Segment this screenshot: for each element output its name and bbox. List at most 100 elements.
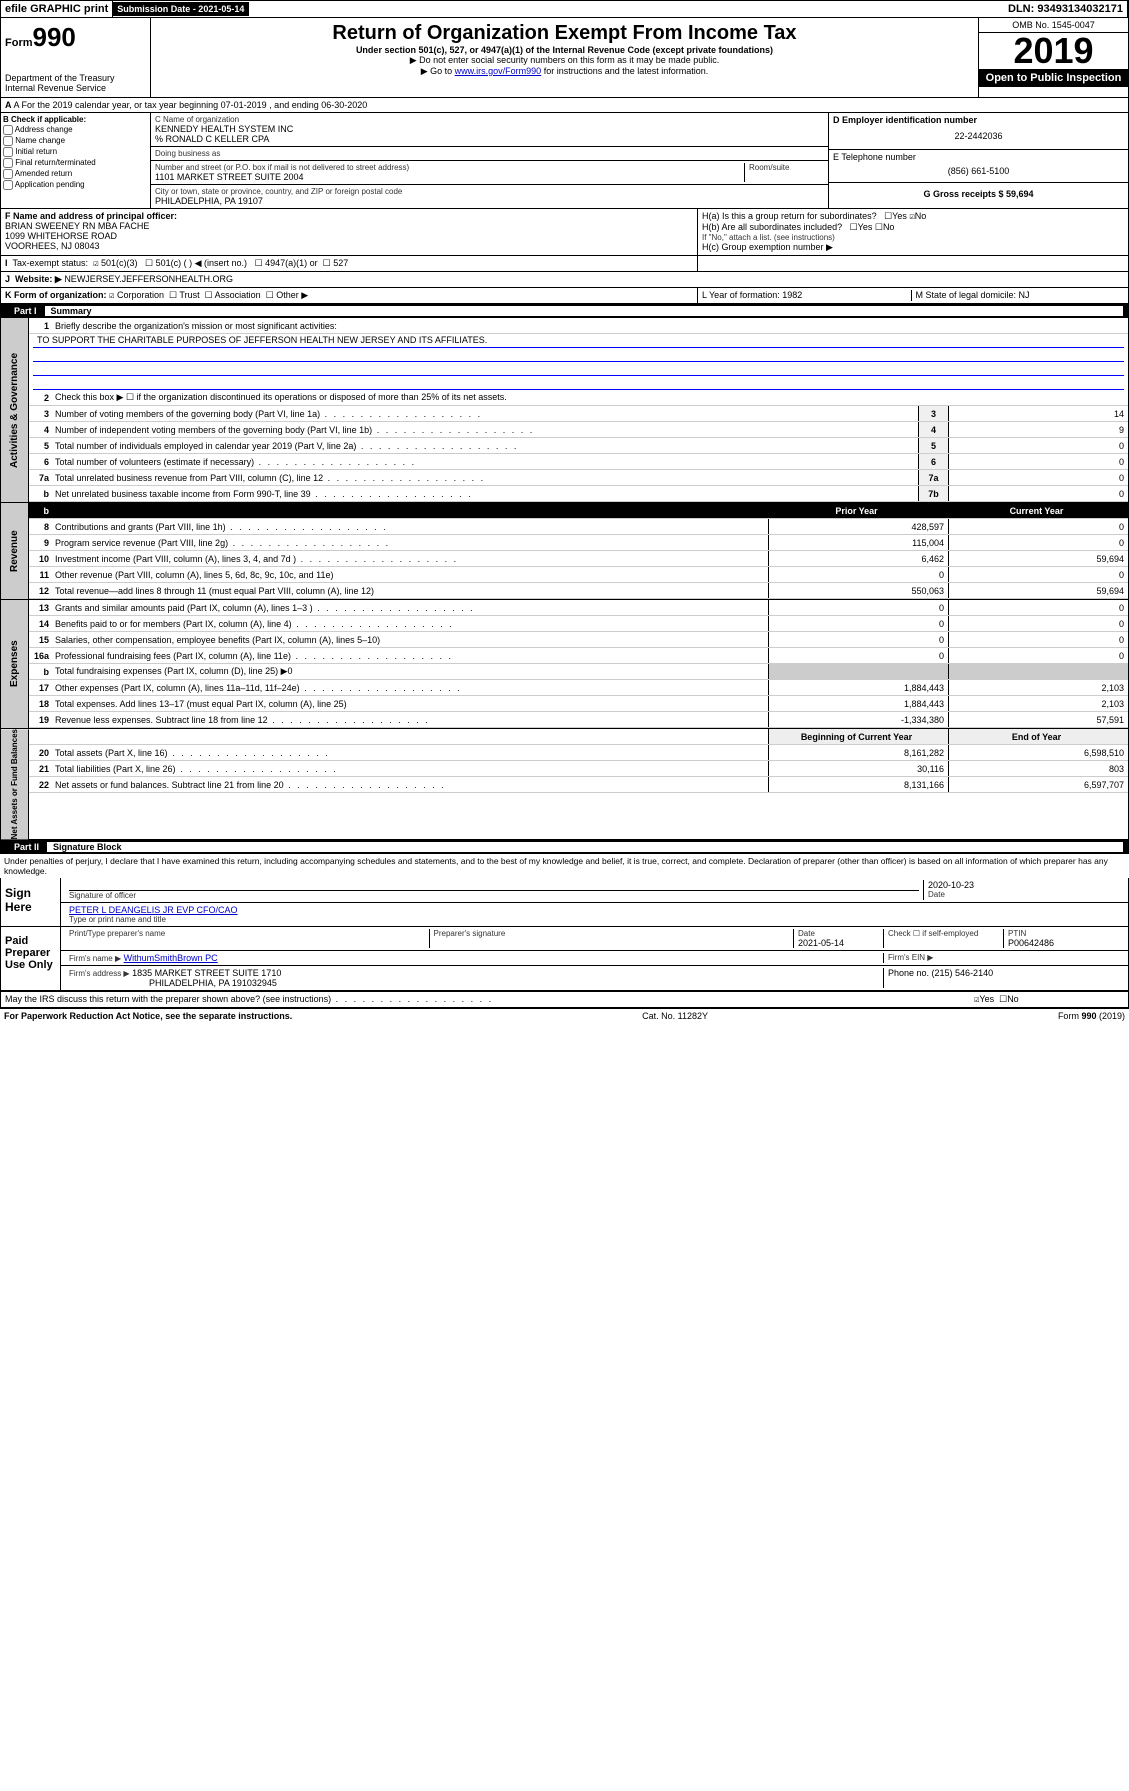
tax-year: 2019 bbox=[979, 33, 1128, 69]
hb-yes[interactable]: Yes bbox=[858, 222, 873, 232]
d-label: D Employer identification number bbox=[833, 115, 977, 125]
l17: Other expenses (Part IX, column (A), lin… bbox=[53, 682, 768, 694]
ein: 22-2442036 bbox=[833, 125, 1124, 147]
c10: 59,694 bbox=[948, 551, 1128, 566]
sig-officer-lbl: Signature of officer bbox=[69, 890, 919, 900]
firm-name[interactable]: WithumSmithBrown PC bbox=[124, 953, 218, 963]
row-j: J Website: ▶ NEWJERSEY.JEFFERSONHEALTH.O… bbox=[0, 272, 1129, 288]
k-other[interactable]: Other ▶ bbox=[276, 290, 308, 300]
hb-no[interactable]: No bbox=[883, 222, 895, 232]
discuss-yes[interactable]: Yes bbox=[979, 994, 994, 1004]
m-state: M State of legal domicile: NJ bbox=[912, 290, 1125, 301]
form-header: Form990 Department of the Treasury Inter… bbox=[0, 18, 1129, 98]
section-revenue: Revenue bPrior YearCurrent Year 8Contrib… bbox=[0, 503, 1129, 600]
cb-final[interactable]: Final return/terminated bbox=[3, 158, 148, 168]
k-trust[interactable]: Trust bbox=[179, 290, 199, 300]
dln: DLN: 93493134032171 bbox=[249, 1, 1128, 17]
l22: Net assets or fund balances. Subtract li… bbox=[53, 779, 768, 791]
part2-num: Part II bbox=[6, 842, 47, 852]
k-assoc[interactable]: Association bbox=[215, 290, 261, 300]
hdr-right: OMB No. 1545-0047 2019 Open to Public In… bbox=[978, 18, 1128, 97]
section-governance: Activities & Governance 1Briefly describ… bbox=[0, 318, 1129, 503]
k-corp[interactable]: Corporation bbox=[117, 290, 164, 300]
submission-date[interactable]: Submission Date - 2021-05-14 bbox=[113, 2, 249, 16]
footer: For Paperwork Reduction Act Notice, see … bbox=[0, 1008, 1129, 1023]
website: NEWJERSEY.JEFFERSONHEALTH.ORG bbox=[64, 274, 233, 284]
paid-preparer: Paid Preparer Use Only bbox=[1, 927, 61, 990]
prep-name-lbl: Print/Type preparer's name bbox=[69, 929, 425, 938]
l4-text: Number of independent voting members of … bbox=[53, 424, 918, 436]
firm-city: PHILADELPHIA, PA 191032945 bbox=[149, 978, 277, 988]
footer-mid: Cat. No. 11282Y bbox=[642, 1011, 708, 1021]
col-b: B Check if applicable: Address change Na… bbox=[1, 113, 151, 208]
cb-pending[interactable]: Application pending bbox=[3, 180, 148, 190]
checkbox-checked-icon: ☑ bbox=[93, 259, 98, 269]
checkbox-checked-icon: ☑ bbox=[109, 291, 114, 301]
p10: 6,462 bbox=[768, 551, 948, 566]
mission-text: TO SUPPORT THE CHARITABLE PURPOSES OF JE… bbox=[33, 334, 1124, 348]
officer-addr2: VOORHEES, NJ 08043 bbox=[5, 241, 693, 251]
efile-label[interactable]: efile GRAPHIC print bbox=[1, 1, 113, 17]
cb-initial[interactable]: Initial return bbox=[3, 147, 148, 157]
col-boy: Beginning of Current Year bbox=[768, 729, 948, 744]
note-link: ▶ Go to www.irs.gov/Form990 for instruct… bbox=[155, 66, 974, 77]
col-h: H(a) Is this a group return for subordin… bbox=[698, 209, 1128, 255]
l9: Program service revenue (Part VIII, line… bbox=[53, 537, 768, 549]
l13: Grants and similar amounts paid (Part IX… bbox=[53, 602, 768, 614]
v6: 0 bbox=[948, 454, 1128, 469]
c11: 0 bbox=[948, 567, 1128, 582]
section-bc: B Check if applicable: Address change Na… bbox=[0, 113, 1129, 209]
hdr-mid: Return of Organization Exempt From Incom… bbox=[151, 18, 978, 97]
p8: 428,597 bbox=[768, 519, 948, 534]
l19: Revenue less expenses. Subtract line 18 … bbox=[53, 714, 768, 726]
v4: 9 bbox=[948, 422, 1128, 437]
col-current: Current Year bbox=[948, 503, 1128, 518]
sig-date1: 2020-10-23 bbox=[928, 880, 1120, 890]
open-public: Open to Public Inspection bbox=[979, 69, 1128, 87]
self-emp[interactable]: Check ☐ if self-employed bbox=[884, 929, 1004, 948]
c19: 57,591 bbox=[948, 712, 1128, 727]
dept-label: Department of the Treasury Internal Reve… bbox=[5, 73, 146, 93]
row-klm: K Form of organization: ☑ Corporation ☐ … bbox=[0, 288, 1129, 304]
ha-yes[interactable]: Yes bbox=[892, 211, 907, 221]
discuss-text: May the IRS discuss this return with the… bbox=[5, 994, 974, 1005]
c13: 0 bbox=[948, 600, 1128, 615]
part2-title: Signature Block bbox=[47, 842, 1123, 852]
l1-text: Briefly describe the organization's miss… bbox=[53, 320, 1128, 332]
cb-name[interactable]: Name change bbox=[3, 136, 148, 146]
l8: Contributions and grants (Part VIII, lin… bbox=[53, 521, 768, 533]
city-label: City or town, state or province, country… bbox=[155, 187, 824, 196]
hdr-left: Form990 Department of the Treasury Inter… bbox=[1, 18, 151, 97]
p9: 115,004 bbox=[768, 535, 948, 550]
g-label: G Gross receipts $ 59,694 bbox=[923, 189, 1033, 199]
p20: 8,161,282 bbox=[768, 745, 948, 760]
org-name: KENNEDY HEALTH SYSTEM INC bbox=[155, 124, 824, 134]
501c3[interactable]: 501(c)(3) bbox=[101, 258, 138, 268]
city: PHILADELPHIA, PA 19107 bbox=[155, 196, 824, 206]
row-a: A A For the 2019 calendar year, or tax y… bbox=[0, 98, 1129, 113]
hc-text: H(c) Group exemption number ▶ bbox=[702, 242, 1124, 253]
discuss-no[interactable]: No bbox=[1007, 994, 1019, 1004]
cb-address[interactable]: Address change bbox=[3, 125, 148, 135]
p13: 0 bbox=[768, 600, 948, 615]
addr-label: Number and street (or P.O. box if mail i… bbox=[155, 163, 744, 172]
l20: Total assets (Part X, line 16) bbox=[53, 747, 768, 759]
4947[interactable]: 4947(a)(1) or bbox=[265, 258, 318, 268]
row-a-text: A For the 2019 calendar year, or tax yea… bbox=[14, 100, 368, 110]
firm-addr-lbl: Firm's address ▶ bbox=[69, 969, 130, 978]
c20: 6,598,510 bbox=[948, 745, 1128, 760]
c16a: 0 bbox=[948, 648, 1128, 663]
address: 1101 MARKET STREET SUITE 2004 bbox=[155, 172, 744, 182]
ha-no[interactable]: No bbox=[915, 211, 927, 221]
501c[interactable]: 501(c) ( ) ◀ (insert no.) bbox=[156, 258, 247, 268]
irs-link[interactable]: www.irs.gov/Form990 bbox=[455, 66, 542, 76]
v7a: 0 bbox=[948, 470, 1128, 485]
i-label: Tax-exempt status: bbox=[13, 258, 89, 268]
officer-printed[interactable]: PETER L DEANGELIS JR EVP CFO/CAO bbox=[69, 905, 238, 915]
exp-label: Expenses bbox=[1, 600, 29, 728]
cb-amended[interactable]: Amended return bbox=[3, 169, 148, 179]
p12: 550,063 bbox=[768, 583, 948, 598]
col-c: C Name of organization KENNEDY HEALTH SY… bbox=[151, 113, 828, 208]
gov-label: Activities & Governance bbox=[1, 318, 29, 502]
527[interactable]: 527 bbox=[333, 258, 348, 268]
